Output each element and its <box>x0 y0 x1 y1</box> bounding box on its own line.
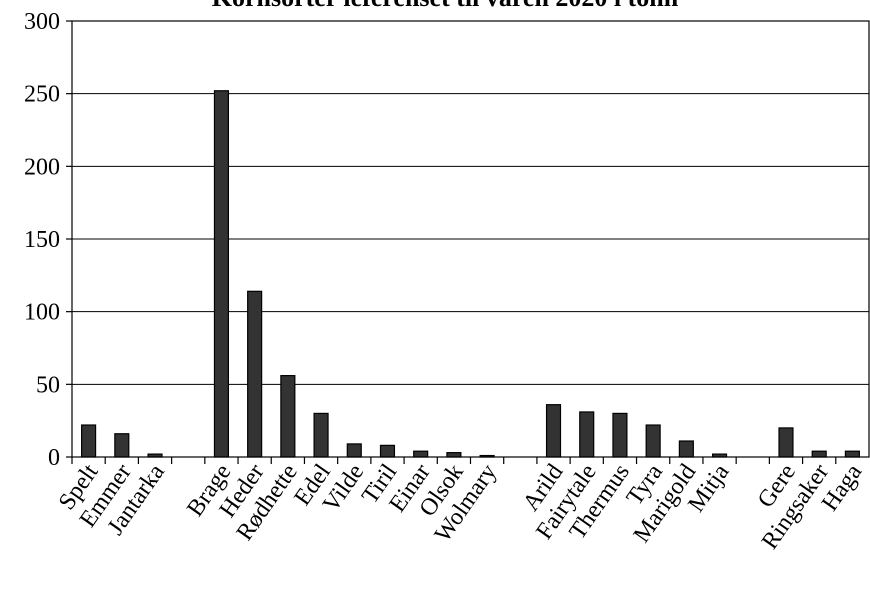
bar-Einar <box>413 450 429 458</box>
bar-Ringsaker <box>811 450 827 458</box>
bar-Tyra <box>645 424 661 458</box>
bar-Thermus <box>612 412 628 458</box>
y-tick-label-300: 300 <box>24 9 60 35</box>
y-tick-label-200: 200 <box>24 154 60 180</box>
bar-Heder <box>247 290 263 458</box>
bar-layer <box>81 90 860 458</box>
y-tick-label-50: 50 <box>36 372 60 398</box>
bar-Haga <box>844 450 860 458</box>
y-tick-label-100: 100 <box>24 300 60 326</box>
bar-Fairytale <box>579 411 595 458</box>
axis-layer <box>66 20 870 464</box>
bar-Spelt <box>81 424 97 458</box>
y-tick-label-250: 250 <box>24 82 60 108</box>
bar-Olsok <box>446 452 462 458</box>
bar-Edel <box>313 412 329 458</box>
bar-Tiril <box>379 444 396 458</box>
chart-title: Kornsorter leferenset til våren 2020 i t… <box>212 0 679 12</box>
bar-Vilde <box>346 443 362 458</box>
bar-Rødhette <box>280 375 296 458</box>
y-tick-label-150: 150 <box>24 227 60 253</box>
bar-Emmer <box>114 433 130 458</box>
grid-layer <box>72 20 869 385</box>
bar-Brage <box>213 90 230 458</box>
y-tick-label-0: 0 <box>48 445 60 471</box>
bar-Gere <box>778 427 794 458</box>
bar-Marigold <box>678 440 694 458</box>
bar-Arild <box>545 404 562 458</box>
